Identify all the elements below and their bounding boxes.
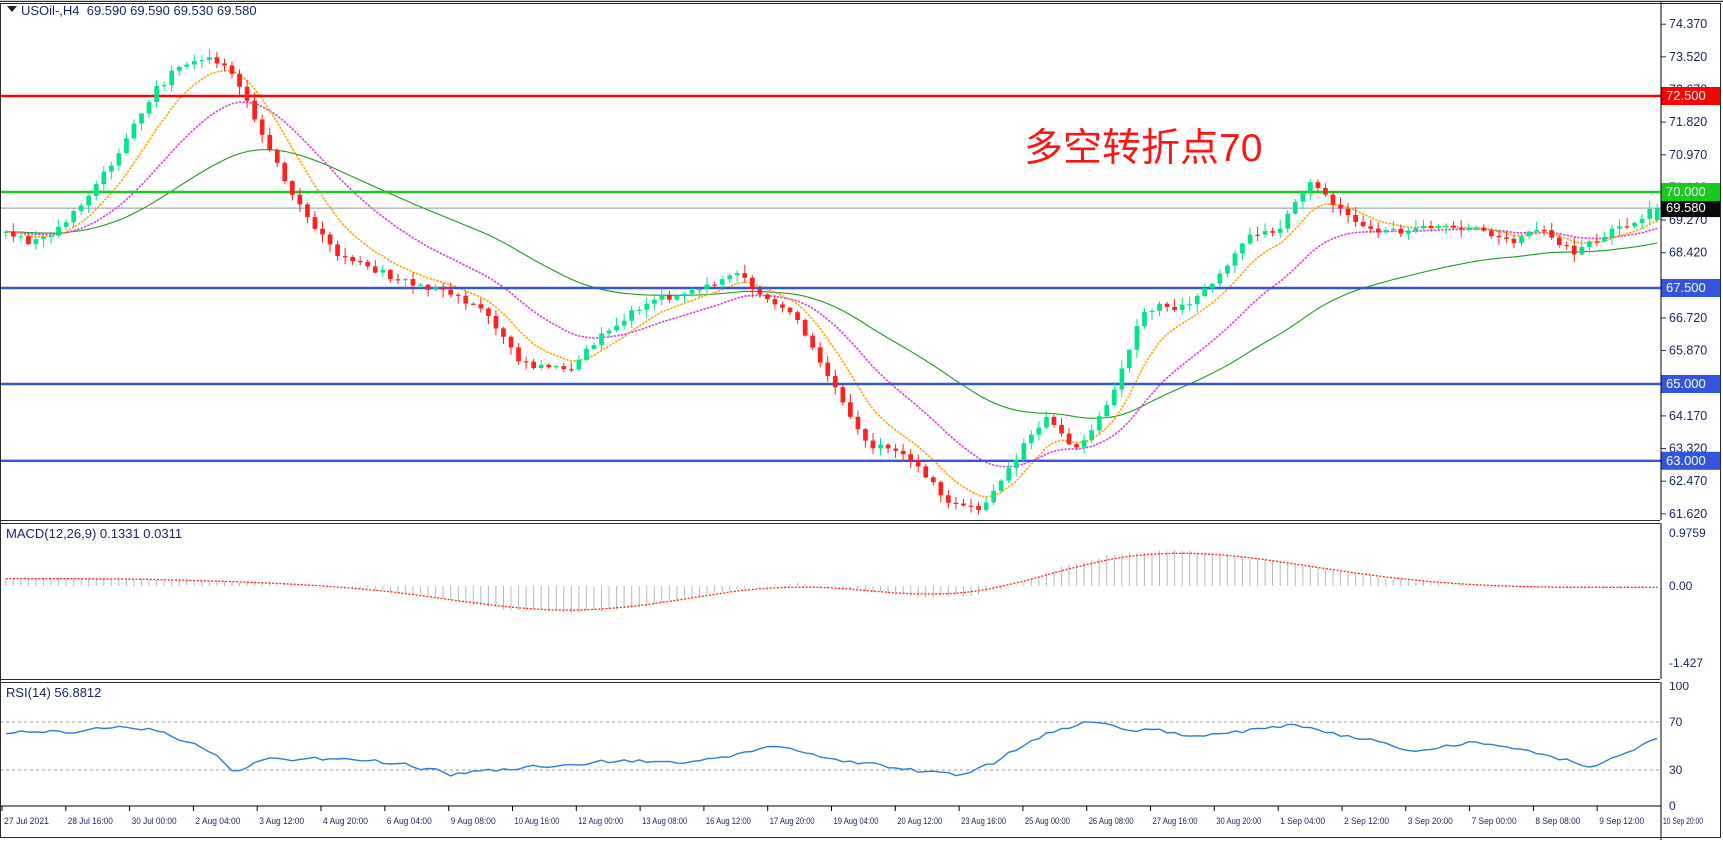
- svg-text:9 Aug 08:00: 9 Aug 08:00: [451, 816, 496, 826]
- svg-text:26 Aug 08:00: 26 Aug 08:00: [1089, 816, 1134, 826]
- svg-text:MACD(12,26,9) 0.1331 0.0311: MACD(12,26,9) 0.1331 0.0311: [6, 526, 182, 541]
- svg-text:12 Aug 00:00: 12 Aug 00:00: [578, 816, 623, 826]
- svg-text:30: 30: [1669, 763, 1683, 777]
- svg-text:65.000: 65.000: [1666, 376, 1706, 391]
- svg-text:3 Sep 20:00: 3 Sep 20:00: [1408, 816, 1453, 826]
- svg-text:62.470: 62.470: [1669, 474, 1707, 488]
- svg-text:25 Aug 00:00: 25 Aug 00:00: [1025, 816, 1070, 826]
- svg-text:30 Aug 20:00: 30 Aug 20:00: [1216, 816, 1261, 826]
- svg-text:-1.427: -1.427: [1669, 656, 1703, 670]
- svg-text:67.500: 67.500: [1666, 280, 1706, 295]
- svg-text:RSI(14) 56.8812: RSI(14) 56.8812: [6, 685, 101, 700]
- svg-text:30 Jul 00:00: 30 Jul 00:00: [132, 816, 177, 826]
- svg-text:16 Aug 12:00: 16 Aug 12:00: [706, 816, 751, 826]
- svg-text:8 Sep 08:00: 8 Sep 08:00: [1535, 816, 1580, 826]
- svg-text:61.620: 61.620: [1669, 507, 1707, 520]
- svg-text:69.580: 69.580: [1666, 200, 1706, 215]
- svg-text:28 Jul 16:00: 28 Jul 16:00: [68, 816, 113, 826]
- svg-text:2 Aug 04:00: 2 Aug 04:00: [195, 816, 240, 826]
- svg-text:70.000: 70.000: [1666, 184, 1706, 199]
- svg-text:20 Aug 12:00: 20 Aug 12:00: [897, 816, 942, 826]
- svg-text:100: 100: [1669, 682, 1689, 693]
- svg-text:65.870: 65.870: [1669, 344, 1707, 358]
- svg-text:0: 0: [1669, 799, 1676, 813]
- svg-text:27 Aug 16:00: 27 Aug 16:00: [1153, 816, 1198, 826]
- svg-text:63.000: 63.000: [1666, 453, 1706, 468]
- svg-text:10 Sep 20:00: 10 Sep 20:00: [1663, 816, 1703, 826]
- svg-text:2 Sep 12:00: 2 Sep 12:00: [1344, 816, 1389, 826]
- svg-text:74.370: 74.370: [1669, 17, 1707, 31]
- svg-text:27 Jul 2021: 27 Jul 2021: [4, 816, 49, 826]
- svg-text:68.420: 68.420: [1669, 246, 1707, 260]
- svg-text:13 Aug 08:00: 13 Aug 08:00: [642, 816, 687, 826]
- svg-text:1 Sep 04:00: 1 Sep 04:00: [1280, 816, 1325, 826]
- svg-text:70: 70: [1669, 715, 1683, 729]
- svg-text:3 Aug 12:00: 3 Aug 12:00: [259, 816, 304, 826]
- svg-text:10 Aug 16:00: 10 Aug 16:00: [515, 816, 560, 826]
- svg-text:9 Sep 12:00: 9 Sep 12:00: [1599, 816, 1644, 826]
- svg-text:0.9759: 0.9759: [1669, 526, 1706, 540]
- svg-text:73.520: 73.520: [1669, 50, 1707, 64]
- svg-text:66.720: 66.720: [1669, 311, 1707, 325]
- svg-text:23 Aug 16:00: 23 Aug 16:00: [961, 816, 1006, 826]
- svg-text:17 Aug 20:00: 17 Aug 20:00: [770, 816, 815, 826]
- svg-text:71.820: 71.820: [1669, 115, 1707, 129]
- svg-text:多空转折点70: 多空转折点70: [1024, 127, 1262, 170]
- svg-text:0.00: 0.00: [1669, 579, 1693, 593]
- svg-text:72.500: 72.500: [1666, 88, 1706, 103]
- svg-text:6 Aug 04:00: 6 Aug 04:00: [387, 816, 432, 826]
- svg-text:4 Aug 20:00: 4 Aug 20:00: [323, 816, 368, 826]
- svg-text:7 Sep 00:00: 7 Sep 00:00: [1472, 816, 1517, 826]
- svg-text:19 Aug 04:00: 19 Aug 04:00: [834, 816, 879, 826]
- svg-text:70.970: 70.970: [1669, 148, 1707, 162]
- svg-text:64.170: 64.170: [1669, 409, 1707, 423]
